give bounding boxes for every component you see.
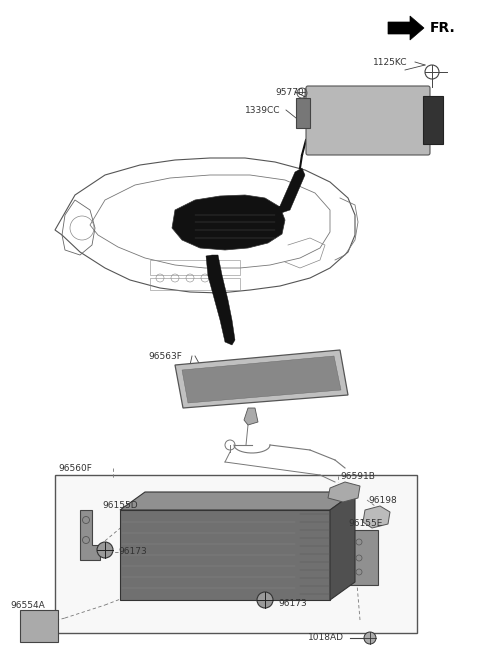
Text: 96155E: 96155E	[348, 519, 383, 527]
Polygon shape	[80, 510, 100, 560]
Bar	[150, 260, 240, 275]
Polygon shape	[172, 195, 285, 250]
Circle shape	[364, 632, 376, 644]
Text: 96198: 96198	[368, 495, 397, 505]
Text: 96591B: 96591B	[340, 471, 375, 481]
Bar	[20, 610, 58, 642]
Bar	[55, 475, 417, 633]
Polygon shape	[244, 408, 258, 425]
Polygon shape	[330, 492, 355, 600]
Polygon shape	[388, 16, 424, 40]
Text: 1339CC: 1339CC	[245, 106, 280, 114]
Text: 1125KC: 1125KC	[373, 58, 407, 66]
Polygon shape	[328, 482, 360, 502]
Polygon shape	[363, 506, 390, 528]
Text: 96560F: 96560F	[58, 463, 92, 473]
Circle shape	[97, 542, 113, 558]
Bar	[296, 98, 310, 128]
Bar	[423, 96, 443, 144]
Bar	[120, 510, 330, 600]
Text: 96173: 96173	[118, 548, 147, 556]
Text: 1018AD: 1018AD	[308, 633, 344, 643]
Text: 96563F: 96563F	[148, 351, 182, 361]
Bar	[340, 530, 378, 585]
FancyBboxPatch shape	[306, 86, 430, 155]
Circle shape	[257, 592, 273, 608]
Text: 96554A: 96554A	[10, 600, 45, 610]
Text: FR.: FR.	[430, 21, 456, 35]
Polygon shape	[175, 350, 348, 408]
Polygon shape	[120, 492, 355, 510]
Bar	[150, 278, 240, 290]
Polygon shape	[264, 168, 305, 220]
Polygon shape	[206, 255, 235, 345]
Polygon shape	[182, 356, 341, 403]
Text: 95770J: 95770J	[275, 88, 306, 96]
Text: 96173: 96173	[278, 598, 307, 608]
Text: 96155D: 96155D	[102, 501, 138, 509]
